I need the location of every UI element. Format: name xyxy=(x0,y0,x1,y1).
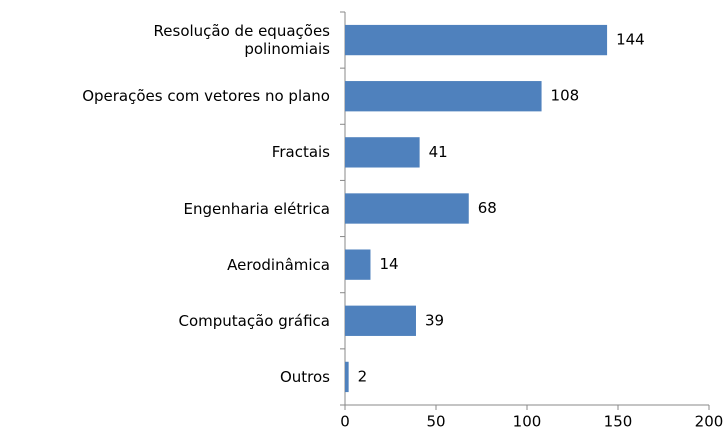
category-label: Computação gráfica xyxy=(178,311,330,330)
value-label: 39 xyxy=(425,311,444,329)
category-label: Fractais xyxy=(271,143,330,162)
bar xyxy=(345,24,608,56)
x-tick-label: 150 xyxy=(604,413,633,431)
bar xyxy=(345,305,416,336)
value-label: 68 xyxy=(478,199,497,217)
category-label: Operações com vetores no plano xyxy=(82,87,330,106)
bar xyxy=(345,193,469,224)
category-label: Aerodinâmica xyxy=(227,255,330,274)
x-tick-label: 200 xyxy=(695,413,724,431)
value-label: 108 xyxy=(551,87,580,105)
value-label: 144 xyxy=(616,31,645,49)
category-label: Engenharia elétrica xyxy=(183,199,330,218)
category-label: Resolução de equações polinomiais xyxy=(153,22,330,59)
bar xyxy=(345,249,371,280)
value-label: 41 xyxy=(429,143,448,161)
bar xyxy=(345,81,542,112)
bar xyxy=(345,137,420,168)
bar xyxy=(345,361,349,393)
value-label: 2 xyxy=(358,367,368,385)
x-tick-label: 50 xyxy=(426,413,445,431)
category-label: Outros xyxy=(279,367,330,386)
value-label: 14 xyxy=(379,255,398,273)
x-tick-label: 100 xyxy=(513,413,542,431)
x-tick-label: 0 xyxy=(340,413,350,431)
